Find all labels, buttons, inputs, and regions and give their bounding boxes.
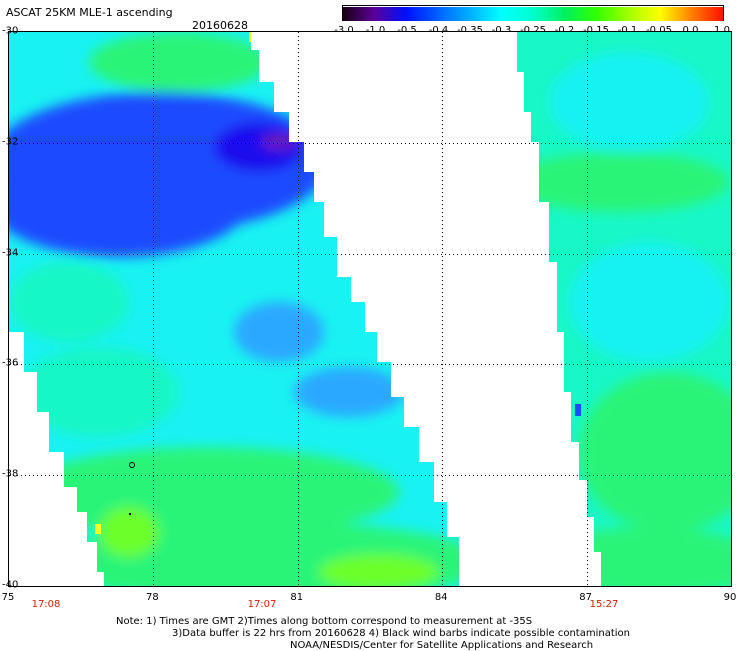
colorbar-label: -0.1 <box>618 25 638 36</box>
colorbar-label: -0.15 <box>583 25 609 36</box>
product-title: ASCAT 25KM MLE-1 ascending <box>6 6 173 19</box>
swath-map <box>8 31 732 587</box>
latitude-label: -30 <box>2 25 19 37</box>
longitude-label: 81 <box>290 592 304 603</box>
colorbar-label: -3.0 <box>334 25 354 36</box>
latitude-label: -36 <box>2 357 19 369</box>
colorbar-label: -0.05 <box>646 25 672 36</box>
swath-map-canvas <box>9 32 731 586</box>
longitude-label: 78 <box>146 592 159 603</box>
latitude-label: -34 <box>2 247 19 259</box>
pass-time-label: 17:07 <box>247 599 277 610</box>
colorbar-label: -0.4 <box>429 25 449 36</box>
right-swath <box>517 32 731 586</box>
note-line-3: NOAA/NESDIS/Center for Satellite Applica… <box>290 640 594 651</box>
latitude-label: -40 <box>2 579 19 591</box>
contamination-marker <box>129 462 135 468</box>
colorbar-label: -1.0 <box>366 25 386 36</box>
latitude-label: -32 <box>2 136 19 148</box>
colorbar <box>342 5 724 21</box>
product-date: 20160628 <box>192 19 248 32</box>
longitude-label: 90 <box>723 592 737 603</box>
pass-time-label: 15:27 <box>589 599 619 610</box>
latitude-label: -38 <box>2 468 19 480</box>
colorbar-gradient <box>343 7 723 21</box>
longitude-label: 75 <box>1 592 15 603</box>
colorbar-label: -0.2 <box>555 25 575 36</box>
contamination-dot <box>129 513 131 515</box>
longitude-label: 84 <box>434 592 448 603</box>
note-line-2: 3)Data buffer is 22 hrs from 20160628 4)… <box>172 628 630 639</box>
note-line-1: Note: 1) Times are GMT 2)Times along bot… <box>116 616 533 627</box>
colorbar-label: -0.3 <box>492 25 512 36</box>
left-swath <box>9 32 459 586</box>
graticule <box>9 32 731 586</box>
colorbar-label: -0.35 <box>457 25 483 36</box>
colorbar-label: -0.5 <box>397 25 417 36</box>
longitude-label: 87 <box>579 592 592 603</box>
colorbar-label: -0.25 <box>520 25 546 36</box>
colorbar-label: 1.0 <box>714 25 730 36</box>
colorbar-label: 0.0 <box>683 25 699 36</box>
pass-time-label: 17:08 <box>31 599 61 610</box>
